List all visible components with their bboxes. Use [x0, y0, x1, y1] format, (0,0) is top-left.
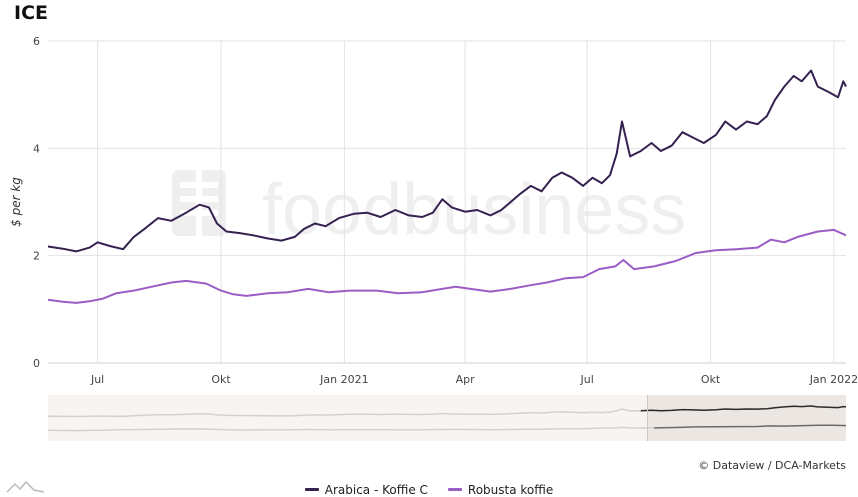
- legend-label: Robusta koffie: [467, 482, 554, 497]
- x-tick-label: Apr: [456, 373, 476, 386]
- chart-title: ICE: [14, 2, 48, 24]
- y-axis-label: $ per kg: [9, 177, 23, 227]
- navigator-line-active: [654, 424, 847, 429]
- legend-item-robusta[interactable]: Robusta koffie: [447, 482, 554, 497]
- watermark-logo-icon: [172, 170, 226, 236]
- navigator-line-faded: [47, 408, 652, 418]
- series-lines: [47, 69, 847, 304]
- navigator-selection: [647, 395, 846, 441]
- y-axis-ticks: 0 2 4 6: [33, 35, 40, 370]
- legend: Arabica - Koffie C Robusta koffie: [0, 480, 858, 497]
- y-tick-label: 4: [33, 142, 40, 155]
- x-tick-label: Okt: [701, 373, 721, 386]
- x-tick-label: Jan 2022: [809, 373, 858, 386]
- navigator-line-faded: [47, 426, 655, 432]
- legend-swatch: [447, 488, 462, 491]
- x-axis-ticks: Jul Okt Jan 2021 Apr Jul Okt Jan 2022: [90, 373, 858, 386]
- navigator[interactable]: [47, 395, 847, 441]
- mountain-logo-icon: [6, 480, 45, 493]
- x-tick-label: Okt: [211, 373, 231, 386]
- series-line-robusta: [47, 228, 847, 304]
- y-tick-label: 2: [33, 250, 40, 263]
- credit: © Dataview / DCA-Markets: [698, 459, 846, 472]
- legend-swatch: [304, 488, 319, 491]
- legend-label: Arabica - Koffie C: [324, 482, 428, 497]
- x-tick-label: Jan 2021: [319, 373, 368, 386]
- y-tick-label: 0: [33, 357, 40, 370]
- series-line-arabica: [47, 69, 847, 253]
- chart-canvas: foodbusiness 0 2 4 6 Jul Okt Jan 2021 Apr Jul Ok…: [9, 35, 858, 441]
- x-tick-label: Jul: [580, 373, 594, 386]
- legend-item-arabica[interactable]: Arabica - Koffie C: [304, 482, 428, 497]
- x-tick-label: Jul: [90, 373, 104, 386]
- navigator-line-active: [640, 405, 847, 412]
- watermark: foodbusiness: [172, 170, 686, 250]
- y-tick-label: 6: [33, 35, 40, 48]
